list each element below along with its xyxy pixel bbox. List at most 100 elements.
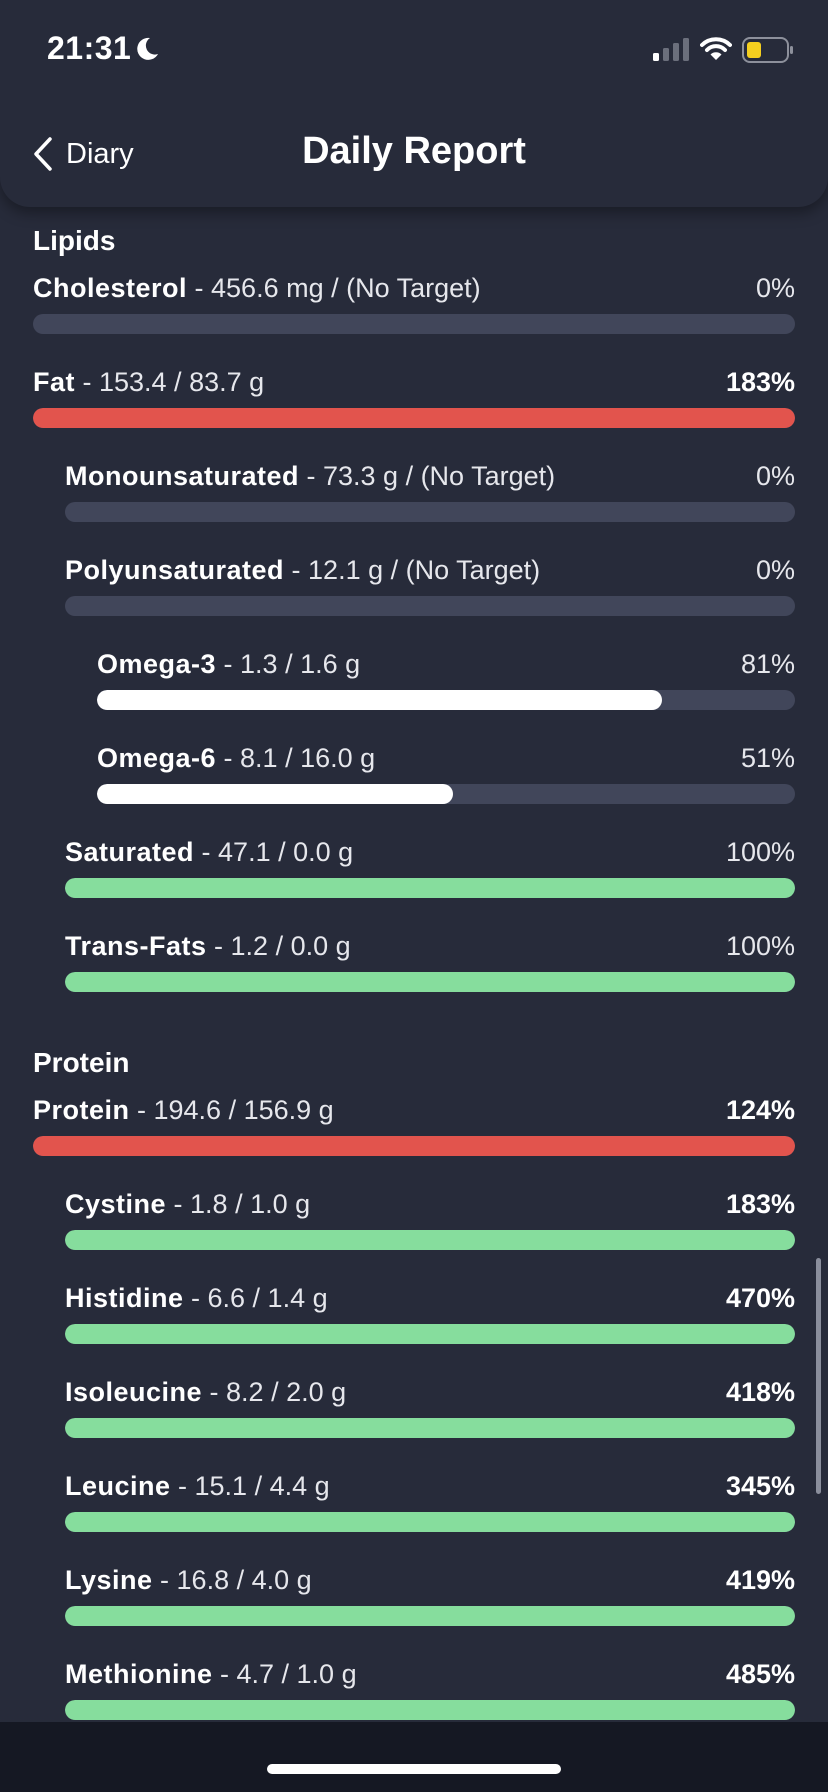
progress-bar (65, 1418, 795, 1438)
nutrient-row-histidine[interactable]: Histidine - 6.6 / 1.4 g 470% (65, 1281, 795, 1345)
top-nav-bar: 21:31 Diary Daily Report (0, 0, 828, 207)
nutrient-row-trans-fats[interactable]: Trans-Fats - 1.2 / 0.0 g 100% (65, 929, 795, 993)
nutrient-label: Protein - 194.6 / 156.9 g (33, 1093, 334, 1127)
nutrient-label: Isoleucine - 8.2 / 2.0 g (65, 1375, 346, 1409)
nutrient-row-omega-6[interactable]: Omega-6 - 8.1 / 16.0 g 51% (97, 741, 795, 805)
nutrient-percent: 100% (725, 931, 795, 961)
progress-bar (65, 1324, 795, 1344)
nutrient-label: Monounsaturated - 73.3 g / (No Target) (65, 459, 555, 493)
nutrient-label: Saturated - 47.1 / 0.0 g (65, 835, 353, 869)
scroll-indicator[interactable] (816, 1258, 821, 1494)
nutrient-row-isoleucine[interactable]: Isoleucine - 8.2 / 2.0 g 418% (65, 1375, 795, 1439)
nutrient-name: Isoleucine (65, 1377, 203, 1407)
nutrient-row-lysine[interactable]: Lysine - 16.8 / 4.0 g 419% (65, 1563, 795, 1627)
nutrient-percent: 124% (725, 1095, 795, 1125)
nutrient-amount: - 4.7 / 1.0 g (212, 1659, 357, 1689)
nutrient-row-cystine[interactable]: Cystine - 1.8 / 1.0 g 183% (65, 1187, 795, 1251)
progress-bar (33, 408, 795, 428)
nutrient-row-cholesterol[interactable]: Cholesterol - 456.6 mg / (No Target) 0% (33, 271, 795, 335)
nutrient-row-polyunsaturated[interactable]: Polyunsaturated - 12.1 g / (No Target) 0% (65, 553, 795, 617)
back-button[interactable]: Diary (30, 132, 134, 176)
nutrient-amount: - 8.2 / 2.0 g (202, 1377, 347, 1407)
nutrient-name: Protein (33, 1095, 130, 1125)
nutrient-name: Trans-Fats (65, 931, 207, 961)
nutrient-label: Leucine - 15.1 / 4.4 g (65, 1469, 330, 1503)
nutrient-label: Methionine - 4.7 / 1.0 g (65, 1657, 357, 1691)
nutrient-amount: - 16.8 / 4.0 g (152, 1565, 312, 1595)
bottom-bar (0, 1722, 828, 1792)
nutrient-label: Cystine - 1.8 / 1.0 g (65, 1187, 310, 1221)
nutrient-amount: - 12.1 g / (No Target) (284, 555, 541, 585)
section-title: Protein (33, 1047, 130, 1078)
nutrient-name: Fat (33, 367, 75, 397)
nutrient-amount: - 456.6 mg / (No Target) (187, 273, 481, 303)
progress-fill (65, 1230, 795, 1250)
nutrient-amount: - 8.1 / 16.0 g (216, 743, 376, 773)
nutrient-amount: - 47.1 / 0.0 g (194, 837, 354, 867)
page-title: Daily Report (302, 130, 526, 172)
nutrient-name: Monounsaturated (65, 461, 299, 491)
nutrient-amount: - 15.1 / 4.4 g (170, 1471, 330, 1501)
nutrient-name: Leucine (65, 1471, 171, 1501)
nutrient-percent: 183% (725, 1189, 795, 1219)
home-indicator[interactable] (267, 1764, 561, 1774)
nutrient-percent: 418% (725, 1377, 795, 1407)
nutrient-amount: - 6.6 / 1.4 g (183, 1283, 328, 1313)
nutrient-row-protein[interactable]: Protein - 194.6 / 156.9 g 124% (33, 1093, 795, 1157)
nutrient-label: Omega-3 - 1.3 / 1.6 g (97, 647, 360, 681)
nutrient-label: Omega-6 - 8.1 / 16.0 g (97, 741, 375, 775)
section-title: Lipids (33, 225, 116, 256)
progress-fill (65, 1606, 795, 1626)
back-button-label: Diary (66, 137, 134, 170)
nutrient-percent: 0% (755, 555, 795, 585)
nutrient-row-saturated[interactable]: Saturated - 47.1 / 0.0 g 100% (65, 835, 795, 899)
progress-bar (33, 314, 795, 334)
progress-bar (65, 596, 795, 616)
nutrient-amount: - 1.2 / 0.0 g (206, 931, 351, 961)
progress-fill (97, 784, 453, 804)
nutrient-amount: - 194.6 / 156.9 g (129, 1095, 334, 1125)
nutrient-percent: 51% (740, 743, 795, 773)
progress-fill (65, 878, 795, 898)
chevron-left-icon (34, 137, 52, 171)
nutrient-percent: 0% (755, 273, 795, 303)
progress-bar (65, 1512, 795, 1532)
status-time: 21:31 (47, 30, 132, 66)
nutrient-name: Cystine (65, 1189, 167, 1219)
progress-bar (65, 972, 795, 992)
nutrient-label: Lysine - 16.8 / 4.0 g (65, 1563, 312, 1597)
nutrient-amount: - 1.3 / 1.6 g (216, 649, 361, 679)
nutrient-percent: 183% (725, 367, 795, 397)
nutrient-percent: 419% (725, 1565, 795, 1595)
progress-fill (65, 1512, 795, 1532)
nutrient-label: Fat - 153.4 / 83.7 g (33, 365, 264, 399)
progress-bar (65, 1230, 795, 1250)
nutrient-label: Trans-Fats - 1.2 / 0.0 g (65, 929, 351, 963)
nutrient-name: Cholesterol (33, 273, 188, 303)
nutrient-name: Polyunsaturated (65, 555, 285, 585)
nutrient-percent: 345% (725, 1471, 795, 1501)
nutrient-row-fat[interactable]: Fat - 153.4 / 83.7 g 183% (33, 365, 795, 429)
nutrient-percent: 100% (725, 837, 795, 867)
nutrient-percent: 0% (755, 461, 795, 491)
progress-fill (65, 1700, 795, 1720)
nutrient-row-methionine[interactable]: Methionine - 4.7 / 1.0 g 485% (65, 1657, 795, 1721)
nutrient-name: Omega-3 (97, 649, 217, 679)
progress-bar (97, 690, 795, 710)
nutrient-name: Lysine (65, 1565, 153, 1595)
moon-icon (137, 37, 158, 60)
nutrient-label: Polyunsaturated - 12.1 g / (No Target) (65, 553, 540, 587)
progress-fill (33, 1136, 795, 1156)
progress-bar (65, 878, 795, 898)
nutrient-name: Methionine (65, 1659, 213, 1689)
progress-fill (33, 408, 795, 428)
nutrient-name: Histidine (65, 1283, 184, 1313)
progress-bar (33, 1136, 795, 1156)
nutrient-row-omega-3[interactable]: Omega-3 - 1.3 / 1.6 g 81% (97, 647, 795, 711)
nutrient-name: Omega-6 (97, 743, 217, 773)
progress-fill (65, 1324, 795, 1344)
nutrient-percent: 470% (725, 1283, 795, 1313)
progress-bar (65, 502, 795, 522)
nutrient-row-leucine[interactable]: Leucine - 15.1 / 4.4 g 345% (65, 1469, 795, 1533)
nutrient-row-monounsaturated[interactable]: Monounsaturated - 73.3 g / (No Target) 0% (65, 459, 795, 523)
